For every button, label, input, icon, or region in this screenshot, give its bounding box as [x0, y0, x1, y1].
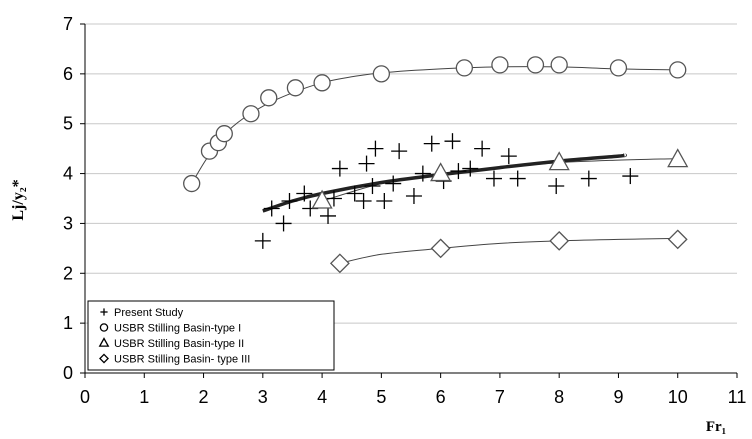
gridlines — [85, 23, 737, 324]
tick-labels: 0 1 2 3 4 5 6 7 0 1 2 3 4 5 6 7 8 9 10 11 — [63, 14, 746, 407]
point-circle — [260, 89, 278, 107]
point-plus — [355, 192, 372, 209]
x-tick-label: 6 — [436, 387, 446, 407]
point-plus — [500, 148, 517, 165]
point-diamond — [549, 230, 570, 251]
y-axis-title: Lj/y₂* — [10, 179, 27, 220]
point-plus — [263, 200, 280, 217]
point-plus — [254, 232, 271, 249]
y-tick-label: 4 — [63, 164, 73, 184]
y-tick-label: 1 — [63, 313, 73, 333]
point-plus — [548, 178, 565, 195]
point-circle — [313, 74, 331, 92]
x-tick-label: 4 — [317, 387, 327, 407]
point-circle — [242, 105, 260, 123]
point-triangle — [667, 148, 689, 168]
point-plus — [385, 175, 402, 192]
legend-label: Present Study — [114, 307, 184, 319]
point-plus — [509, 170, 526, 187]
point-plus — [331, 160, 348, 177]
point-plus — [296, 185, 313, 202]
x-tick-label: 3 — [258, 387, 268, 407]
x-tick-label: 9 — [613, 387, 623, 407]
point-circle — [491, 56, 509, 74]
point-plus — [346, 185, 363, 202]
point-diamond — [329, 253, 350, 274]
point-plus — [580, 170, 597, 187]
point-plus — [423, 135, 440, 152]
point-plus — [444, 133, 461, 150]
point-triangle — [430, 162, 452, 182]
y-tick-label: 7 — [63, 14, 73, 34]
point-triangle — [311, 189, 333, 209]
legend-label: USBR Stilling Basin-type II — [114, 338, 244, 350]
x-axis-title: Fr₁ — [706, 419, 726, 435]
x-tick-label: 2 — [199, 387, 209, 407]
point-circle — [286, 79, 305, 97]
fit-line — [339, 237, 678, 264]
point-plus — [474, 140, 491, 157]
point-circle — [550, 56, 568, 74]
y-tick-label: 5 — [63, 114, 73, 134]
point-plus — [325, 190, 342, 207]
point-diamond — [430, 238, 451, 259]
y-tick-label: 3 — [63, 213, 73, 233]
point-circle — [609, 59, 628, 77]
x-tick-label: 11 — [728, 387, 747, 407]
point-circle — [455, 59, 473, 77]
point-plus — [320, 207, 337, 224]
point-plus — [450, 163, 467, 180]
legend-label: USBR Stilling Basin- type III — [114, 354, 250, 366]
legend-box — [87, 300, 335, 371]
fit-line — [191, 66, 678, 184]
point-plus — [414, 165, 431, 182]
fit-line — [321, 158, 678, 202]
point-plus — [462, 160, 479, 177]
point-circle — [183, 174, 201, 193]
point-circle — [99, 323, 109, 332]
point-circle — [669, 61, 687, 79]
x-tick-label: 10 — [668, 387, 688, 407]
data-markers — [183, 56, 689, 274]
y-tick-label: 2 — [63, 263, 73, 283]
axes — [80, 23, 738, 378]
x-tick-label: 7 — [495, 387, 505, 407]
point-plus — [485, 170, 502, 187]
x-tick-label: 0 — [80, 387, 90, 407]
legend-label: USBR Stilling Basin-type I — [114, 323, 241, 335]
point-plus — [391, 143, 408, 160]
x-tick-label: 1 — [139, 387, 149, 407]
point-diamond — [667, 229, 688, 250]
point-triangle — [98, 337, 110, 347]
point-circle — [372, 65, 391, 83]
point-circle — [526, 56, 545, 74]
y-tick-label: 6 — [63, 64, 73, 84]
point-plus — [275, 215, 292, 232]
point-plus — [622, 168, 639, 185]
y-tick-label: 0 — [63, 363, 73, 383]
point-plus — [358, 155, 375, 172]
point-plus — [376, 192, 393, 209]
point-plus — [100, 308, 108, 316]
point-diamond — [99, 353, 109, 364]
point-plus — [364, 178, 381, 195]
legend: Present Study USBR Stilling Basin-type I U… — [87, 300, 335, 371]
point-plus — [367, 140, 384, 157]
point-circle — [215, 125, 233, 143]
point-triangle — [548, 151, 570, 171]
x-tick-label: 8 — [554, 387, 564, 407]
x-tick-label: 5 — [376, 387, 386, 407]
point-plus — [405, 188, 422, 205]
point-plus — [281, 192, 298, 209]
